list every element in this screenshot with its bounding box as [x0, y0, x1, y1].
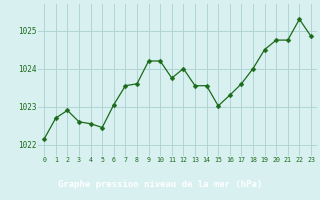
Text: Graphe pression niveau de la mer (hPa): Graphe pression niveau de la mer (hPa) [58, 180, 262, 189]
